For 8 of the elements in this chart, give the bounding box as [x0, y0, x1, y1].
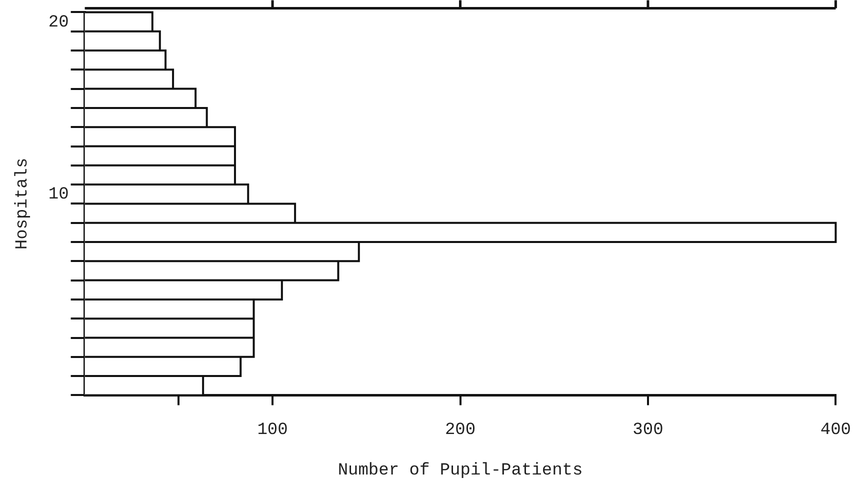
x-tick-label: 200: [444, 420, 476, 440]
y-axis-title: Hospitals: [14, 158, 33, 250]
y-tick-label: 10: [48, 186, 69, 205]
y-tick-label: 20: [48, 13, 69, 32]
x-axis-title: Number of Pupil-Patients: [338, 461, 583, 480]
x-tick-label: 100: [257, 420, 288, 440]
x-tick-label: 400: [820, 420, 851, 440]
x-tick-label: 300: [632, 420, 664, 440]
